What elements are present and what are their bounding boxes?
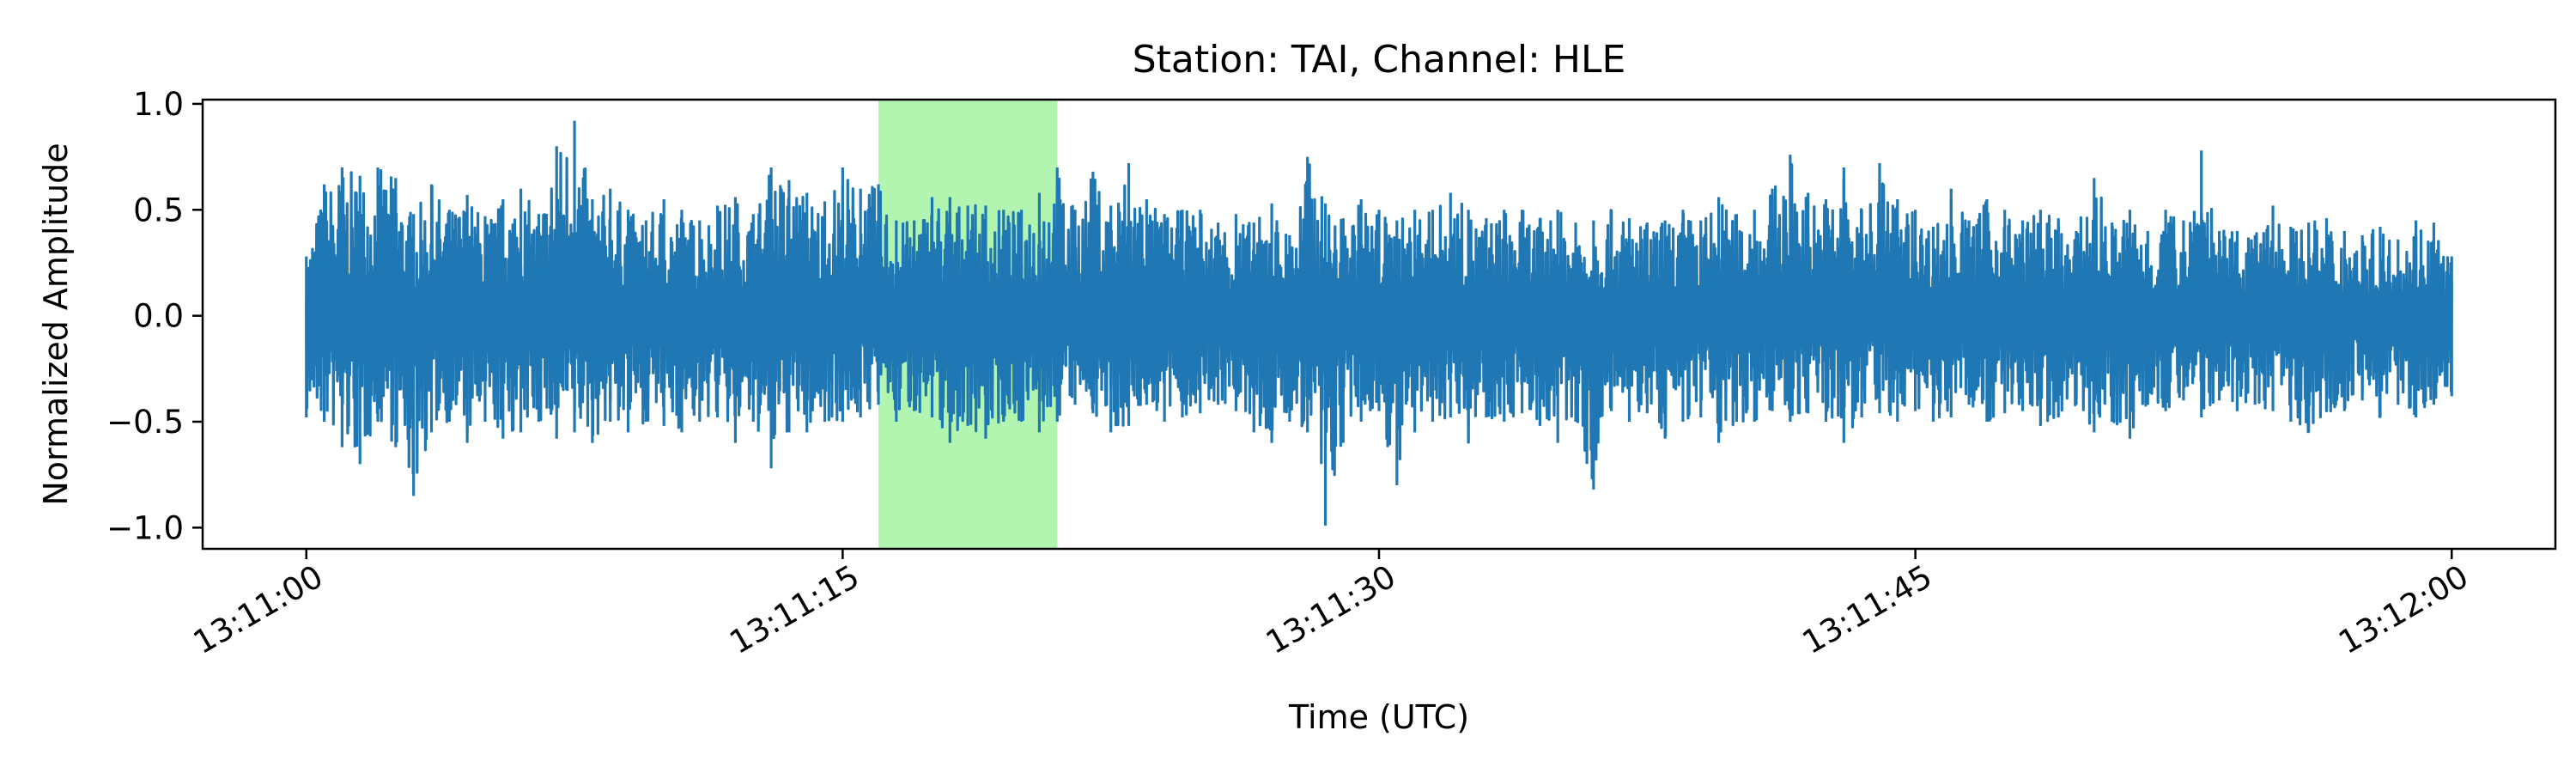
x-tick-label: 13:11:30 xyxy=(1260,558,1401,661)
y-axis: 1.0 0.5 0.0 −0.5 −1.0 xyxy=(106,86,203,546)
x-tick-label: 13:11:00 xyxy=(187,558,329,661)
x-axis-label: Time (UTC) xyxy=(1288,698,1469,736)
x-tick-label: 13:11:45 xyxy=(1796,558,1938,661)
x-tick-label: 13:11:15 xyxy=(723,558,865,661)
x-axis: 13:11:00 13:11:15 13:11:30 13:11:45 13:12:00 xyxy=(187,549,2475,661)
y-tick-label: 0.5 xyxy=(133,192,184,228)
y-tick-label: −0.5 xyxy=(106,404,184,441)
y-tick-label: −1.0 xyxy=(106,509,184,546)
y-axis-label: Normalized Amplitude xyxy=(37,143,75,505)
x-tick-label: 13:12:00 xyxy=(2332,558,2474,661)
y-tick-label: 1.0 xyxy=(133,86,184,123)
y-tick-label: 0.0 xyxy=(133,298,184,335)
waveform-series xyxy=(305,120,2453,526)
chart-title: Station: TAI, Channel: HLE xyxy=(1133,38,1626,82)
